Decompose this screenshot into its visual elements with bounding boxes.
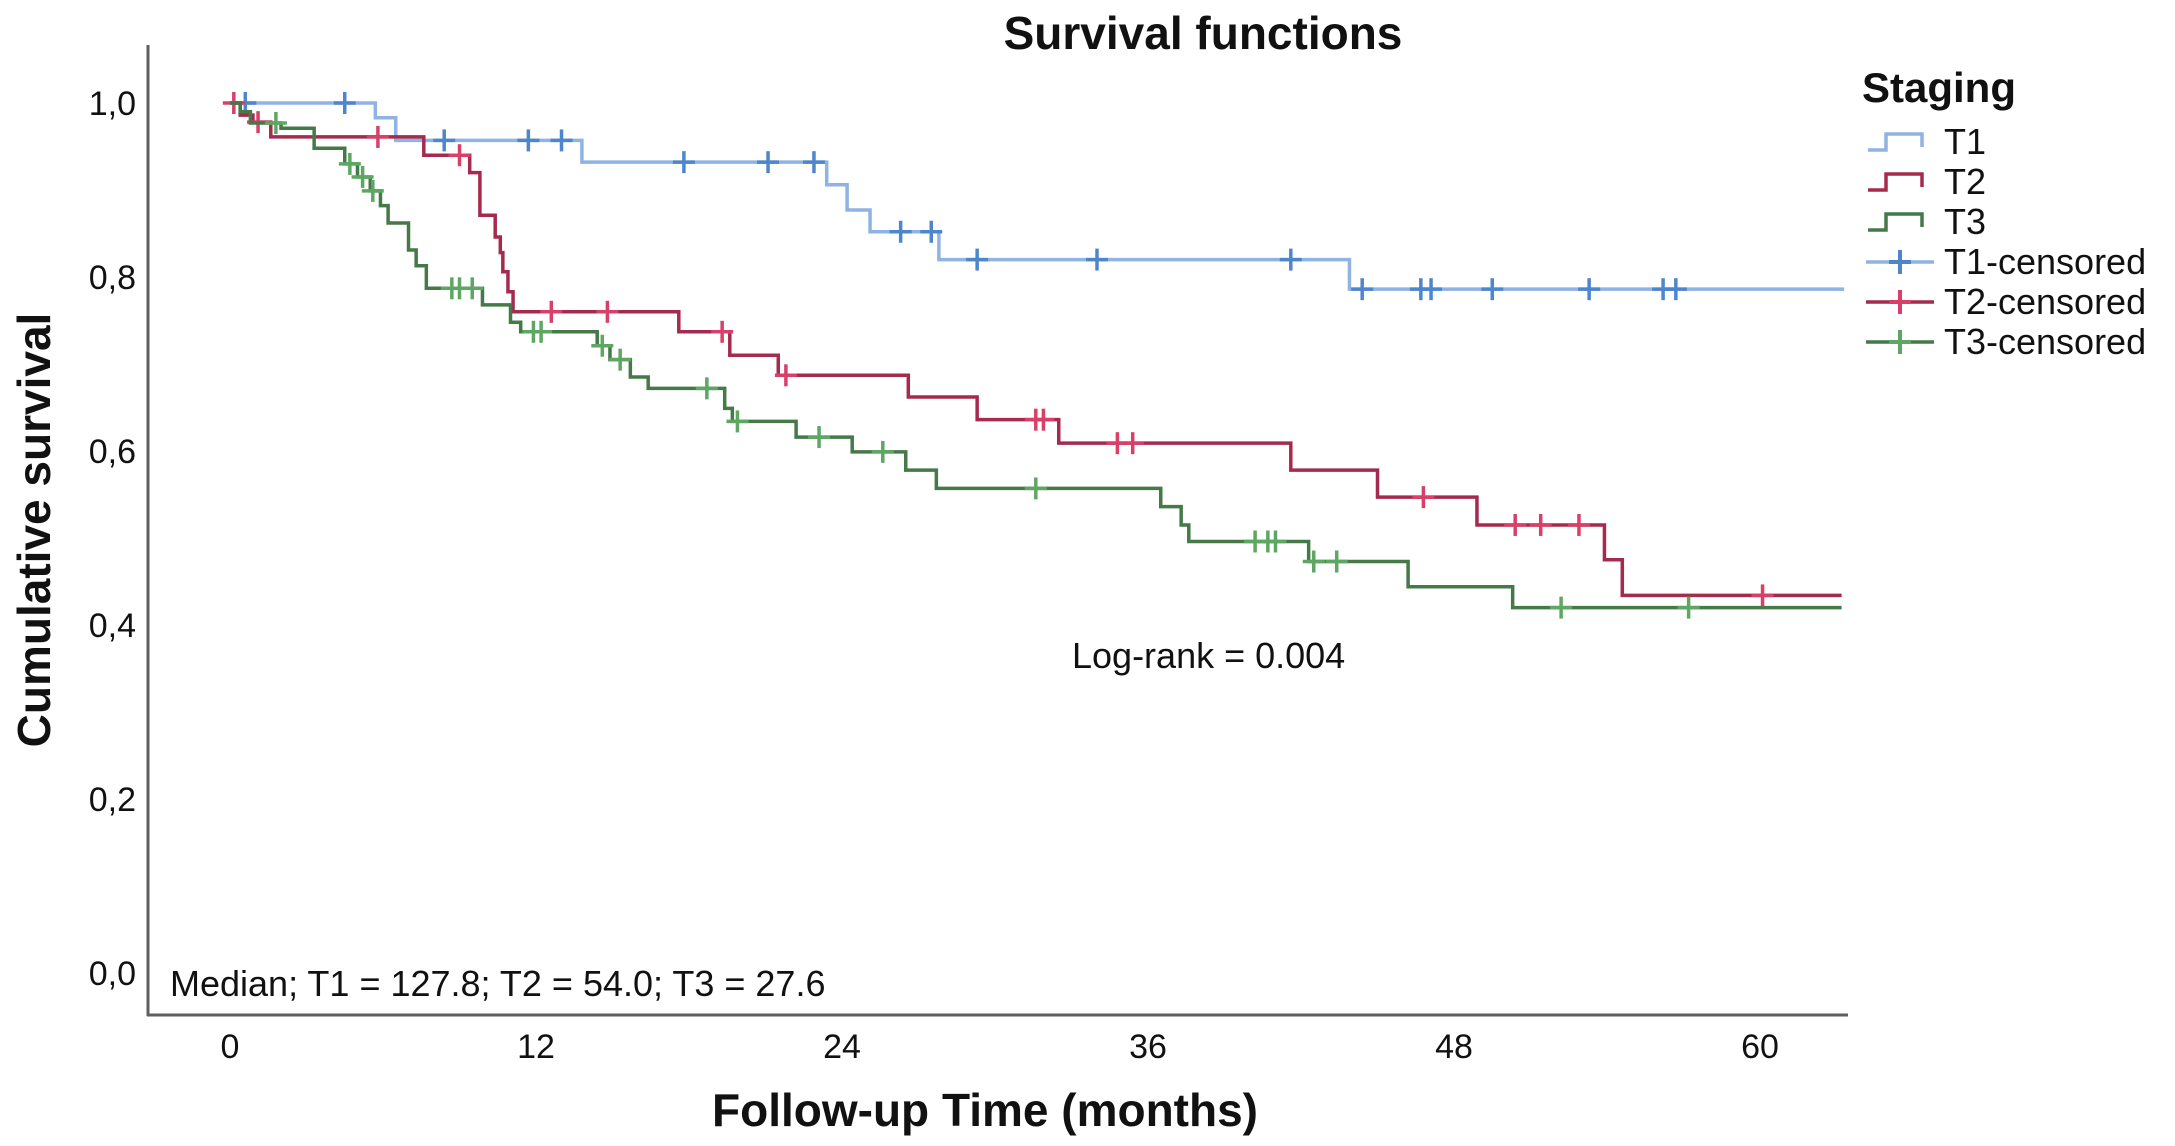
legend-item-t2-censored: T2-censored	[1862, 281, 2147, 322]
legend: Staging T1 T2 T3 T1-censored	[1862, 64, 2146, 362]
logrank-annotation: Log-rank = 0.004	[1072, 635, 1346, 676]
x-tick-label: 60	[1741, 1028, 1779, 1066]
legend-item-t3-censored: T3-censored	[1862, 321, 2147, 362]
median-annotation: Median; T1 = 127.8; T2 = 54.0; T3 = 27.6	[170, 963, 826, 1004]
censor-marks-T1	[234, 92, 1687, 301]
legend-item-label: T3-censored	[1944, 321, 2147, 362]
t1-censored-plus-icon	[1866, 250, 1934, 274]
legend-item-t1: T1	[1862, 121, 2146, 162]
x-axis-title: Follow-up Time (months)	[712, 1084, 1258, 1136]
legend-item-label: T3	[1944, 201, 1987, 242]
legend-item-t1-censored: T1-censored	[1862, 241, 2147, 282]
x-tick-label: 48	[1435, 1028, 1473, 1066]
y-tick-label: 0,2	[89, 781, 136, 819]
series-line-T1	[230, 101, 1845, 291]
series-line-T3	[230, 101, 1842, 610]
legend-item-label: T1-censored	[1944, 241, 2147, 282]
x-tick-label: 36	[1129, 1028, 1167, 1066]
series-line-T2	[230, 101, 1842, 598]
legend-item-label: T1	[1944, 121, 1987, 162]
t1-step-line-icon	[1868, 132, 1924, 152]
x-tick-label: 24	[823, 1028, 861, 1066]
t3-censored-plus-icon	[1866, 330, 1934, 354]
legend-item-label: T2-censored	[1944, 281, 2147, 322]
t2-step-line-icon	[1868, 172, 1924, 192]
legend-item-t3: T3	[1862, 201, 2146, 242]
legend-item-label: T2	[1944, 161, 1987, 202]
y-axis-title: Cumulative survival	[8, 312, 60, 748]
chart-title: Survival functions	[1003, 7, 1403, 59]
x-tick-label: 0	[221, 1028, 240, 1066]
y-tick-label: 1,0	[89, 85, 136, 123]
legend-title: Staging	[1862, 64, 2016, 111]
y-tick-label: 0,4	[89, 607, 136, 645]
t2-censored-plus-icon	[1866, 290, 1934, 314]
y-tick-label: 0,8	[89, 259, 136, 297]
censor-marks-T3	[264, 112, 1700, 619]
legend-item-t2: T2	[1862, 161, 2146, 202]
y-tick-label: 0,0	[89, 955, 136, 993]
y-tick-label: 0,6	[89, 433, 136, 471]
x-tick-label: 12	[517, 1028, 555, 1066]
censor-marks-T2	[222, 92, 1774, 607]
t3-step-line-icon	[1868, 212, 1924, 232]
